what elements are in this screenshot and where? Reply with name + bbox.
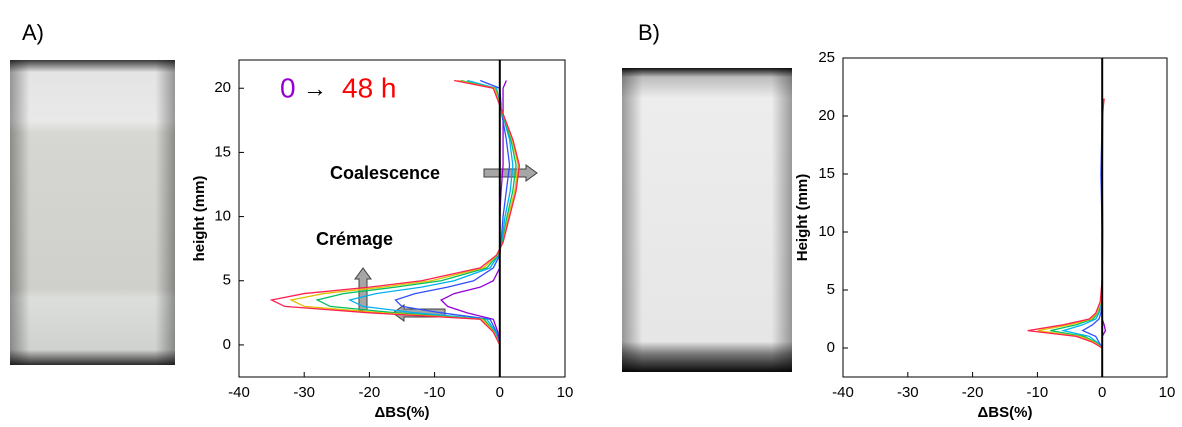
profile-curve	[1037, 98, 1105, 349]
x-tick-label: -30	[293, 384, 315, 401]
y-axis-label: height (mm)	[191, 176, 208, 262]
plot-frame	[238, 59, 566, 378]
x-tick-label: 0	[1098, 384, 1106, 401]
profile-curve	[1081, 98, 1104, 349]
y-tick-label: 15	[214, 143, 231, 160]
x-axis-label: ΔBS(%)	[978, 404, 1033, 421]
plot-frame	[842, 57, 1168, 378]
x-tick-label: -10	[1027, 384, 1049, 401]
annotation: Crémage	[316, 229, 393, 249]
profile-curve	[1050, 98, 1105, 349]
panel-label: A)	[22, 20, 44, 45]
y-tick-label: 20	[214, 79, 231, 96]
x-tick-label: -20	[359, 384, 381, 401]
profile-curve	[347, 79, 514, 346]
y-tick-label: 0	[223, 336, 231, 353]
y-tick-label: 5	[223, 272, 231, 289]
profile-curve	[1027, 98, 1105, 349]
photo-b	[622, 68, 792, 372]
x-tick-label: -40	[228, 384, 250, 401]
profile-curve	[394, 79, 511, 346]
profile-curve	[289, 79, 519, 346]
y-axis-label: Height (mm)	[794, 174, 811, 262]
annotation: →	[303, 75, 327, 102]
profile-curve	[315, 79, 517, 346]
y-tick-label: 10	[214, 208, 231, 225]
panel-label: B)	[638, 20, 660, 45]
x-tick-label: 10	[1159, 384, 1176, 401]
x-tick-label: -10	[424, 384, 446, 401]
annotation: 48 h	[342, 72, 397, 103]
profile-curve	[440, 80, 507, 346]
y-tick-label: 15	[818, 165, 835, 182]
photo-a	[10, 60, 175, 365]
x-tick-label: 0	[496, 384, 504, 401]
annotation: 0	[280, 72, 296, 103]
x-axis-label: ΔBS(%)	[375, 404, 430, 421]
y-tick-label: 0	[827, 339, 835, 356]
y-tick-label: 20	[818, 107, 835, 124]
x-tick-label: -40	[832, 384, 854, 401]
y-tick-label: 25	[818, 49, 835, 66]
x-tick-label: 10	[557, 384, 574, 401]
annotation: Coalescence	[330, 163, 440, 183]
profile-curve	[269, 79, 521, 346]
x-tick-label: -20	[962, 384, 984, 401]
y-tick-label: 10	[818, 223, 835, 240]
x-tick-label: -30	[897, 384, 919, 401]
y-tick-label: 5	[827, 281, 835, 298]
